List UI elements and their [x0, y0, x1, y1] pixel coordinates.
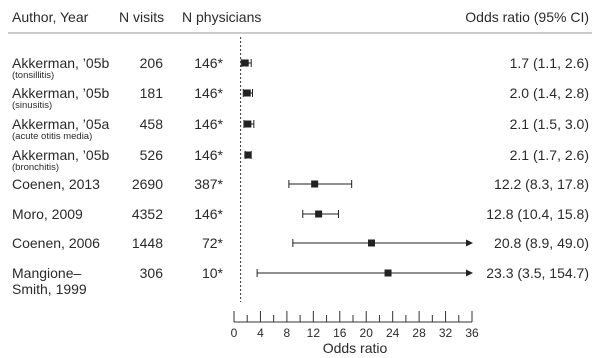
study-row: Coenen, 2013 2690 387* 12.2 (8.3, 17.8) — [12, 176, 589, 192]
odds-ratio-label: 2.1 (1.5, 3.0) — [510, 116, 589, 132]
study-label: Moro, 2009 — [12, 206, 83, 222]
study-label: Coenen, 2006 — [12, 235, 100, 251]
point-estimate — [243, 89, 251, 97]
point-estimate — [244, 120, 252, 128]
x-tick-label: 24 — [386, 326, 400, 340]
study-label: Mangione– — [12, 265, 81, 281]
physicians-value: 387* — [194, 176, 223, 192]
study-label: Akkerman, ’05b — [12, 147, 109, 163]
point-estimate — [244, 151, 252, 159]
odds-ratio-label: 2.0 (1.4, 2.8) — [510, 85, 589, 101]
study-row: Akkerman, ’05b(tonsillitis) 206 146* 1.7 (1… — [12, 55, 589, 81]
odds-ratio-label: 12.8 (10.4, 15.8) — [486, 206, 589, 222]
physicians-value: 146* — [194, 55, 223, 71]
x-tick-label: 8 — [284, 326, 291, 340]
study-sublabel: (tonsillitis) — [12, 70, 54, 81]
x-axis-label: Odds ratio — [323, 340, 388, 356]
physicians-value: 146* — [194, 206, 223, 222]
odds-ratio-label: 12.2 (8.3, 17.8) — [494, 176, 589, 192]
study-label: Akkerman, ’05b — [12, 85, 109, 101]
point-estimate — [311, 180, 319, 188]
ci-arrow — [466, 239, 473, 247]
study-rows: Akkerman, ’05b(tonsillitis)206 146* 1.7 (1… — [12, 55, 589, 297]
visits-value: 306 — [140, 265, 164, 281]
physicians-value: 72* — [202, 235, 224, 251]
odds-ratio-label: 2.1 (1.7, 2.6) — [510, 147, 589, 163]
ci-arrow — [466, 269, 473, 277]
study-sublabel: (acute otitis media) — [12, 131, 92, 142]
x-axis: 0 4 8 12 16 20 24 28 32 36 — [231, 311, 479, 340]
x-tick-label: 0 — [231, 326, 238, 340]
study-row: Akkerman, ’05a(acute otitis media) 458 146… — [12, 116, 589, 142]
visits-value: 206 — [140, 55, 164, 71]
header-visits: N visits — [119, 9, 164, 25]
odds-ratio-label: 20.8 (8.9, 49.0) — [494, 235, 589, 251]
physicians-value: 146* — [194, 85, 223, 101]
study-label: Coenen, 2013 — [12, 176, 100, 192]
x-tick-label: 28 — [412, 326, 426, 340]
header-physicians: N physicians — [182, 9, 261, 25]
study-label: Akkerman, ’05a — [12, 116, 109, 132]
x-tick-label: 12 — [307, 326, 321, 340]
header-study: Author, Year — [12, 9, 89, 25]
odds-ratio-label: 1.7 (1.1, 2.6) — [510, 55, 589, 71]
study-sublabel: (bronchitis) — [12, 162, 59, 173]
visits-value: 181 — [140, 85, 164, 101]
point-estimate — [384, 269, 392, 277]
visits-value: 1448 — [132, 235, 163, 251]
study-row: Mangione–Smith, 1999 306 10* 23.3 (3.5, 154… — [12, 265, 589, 297]
study-label: Akkerman, ’05b — [12, 55, 109, 71]
odds-ratio-label: 23.3 (3.5, 154.7) — [486, 265, 589, 281]
visits-value: 526 — [140, 147, 164, 163]
study-row: Coenen, 2006 1448 72* 20.8 (8.9, 49.0) — [12, 235, 589, 251]
physicians-value: 146* — [194, 147, 223, 163]
study-row: Akkerman, ’05b(bronchitis) 526 146* 2.1 (1.… — [12, 147, 589, 173]
x-tick-label: 32 — [439, 326, 453, 340]
header-odds-ratio: Odds ratio (95% CI) — [465, 9, 589, 25]
x-tick-label: 36 — [465, 326, 479, 340]
study-row: Akkerman, ’05b(sinusitis) 181 146* 2.0 (1.4… — [12, 85, 589, 111]
x-tick-label: 4 — [257, 326, 264, 340]
study-sublabel: (sinusitis) — [12, 100, 52, 111]
physicians-value: 10* — [202, 265, 224, 281]
study-sublabel: Smith, 1999 — [12, 281, 87, 297]
plot-area — [240, 37, 473, 302]
column-headers: Author, Year N visits N physicians Odds … — [12, 9, 589, 25]
point-estimate — [368, 239, 376, 247]
visits-value: 2690 — [132, 176, 163, 192]
visits-value: 458 — [140, 116, 164, 132]
physicians-value: 146* — [194, 116, 223, 132]
study-row: Moro, 2009 4352 146* 12.8 (10.4, 15.8) — [12, 206, 589, 222]
point-estimate — [315, 210, 323, 218]
x-tick-label: 16 — [333, 326, 347, 340]
visits-value: 4352 — [132, 206, 163, 222]
point-estimate — [241, 59, 249, 67]
x-tick-label: 20 — [360, 326, 374, 340]
